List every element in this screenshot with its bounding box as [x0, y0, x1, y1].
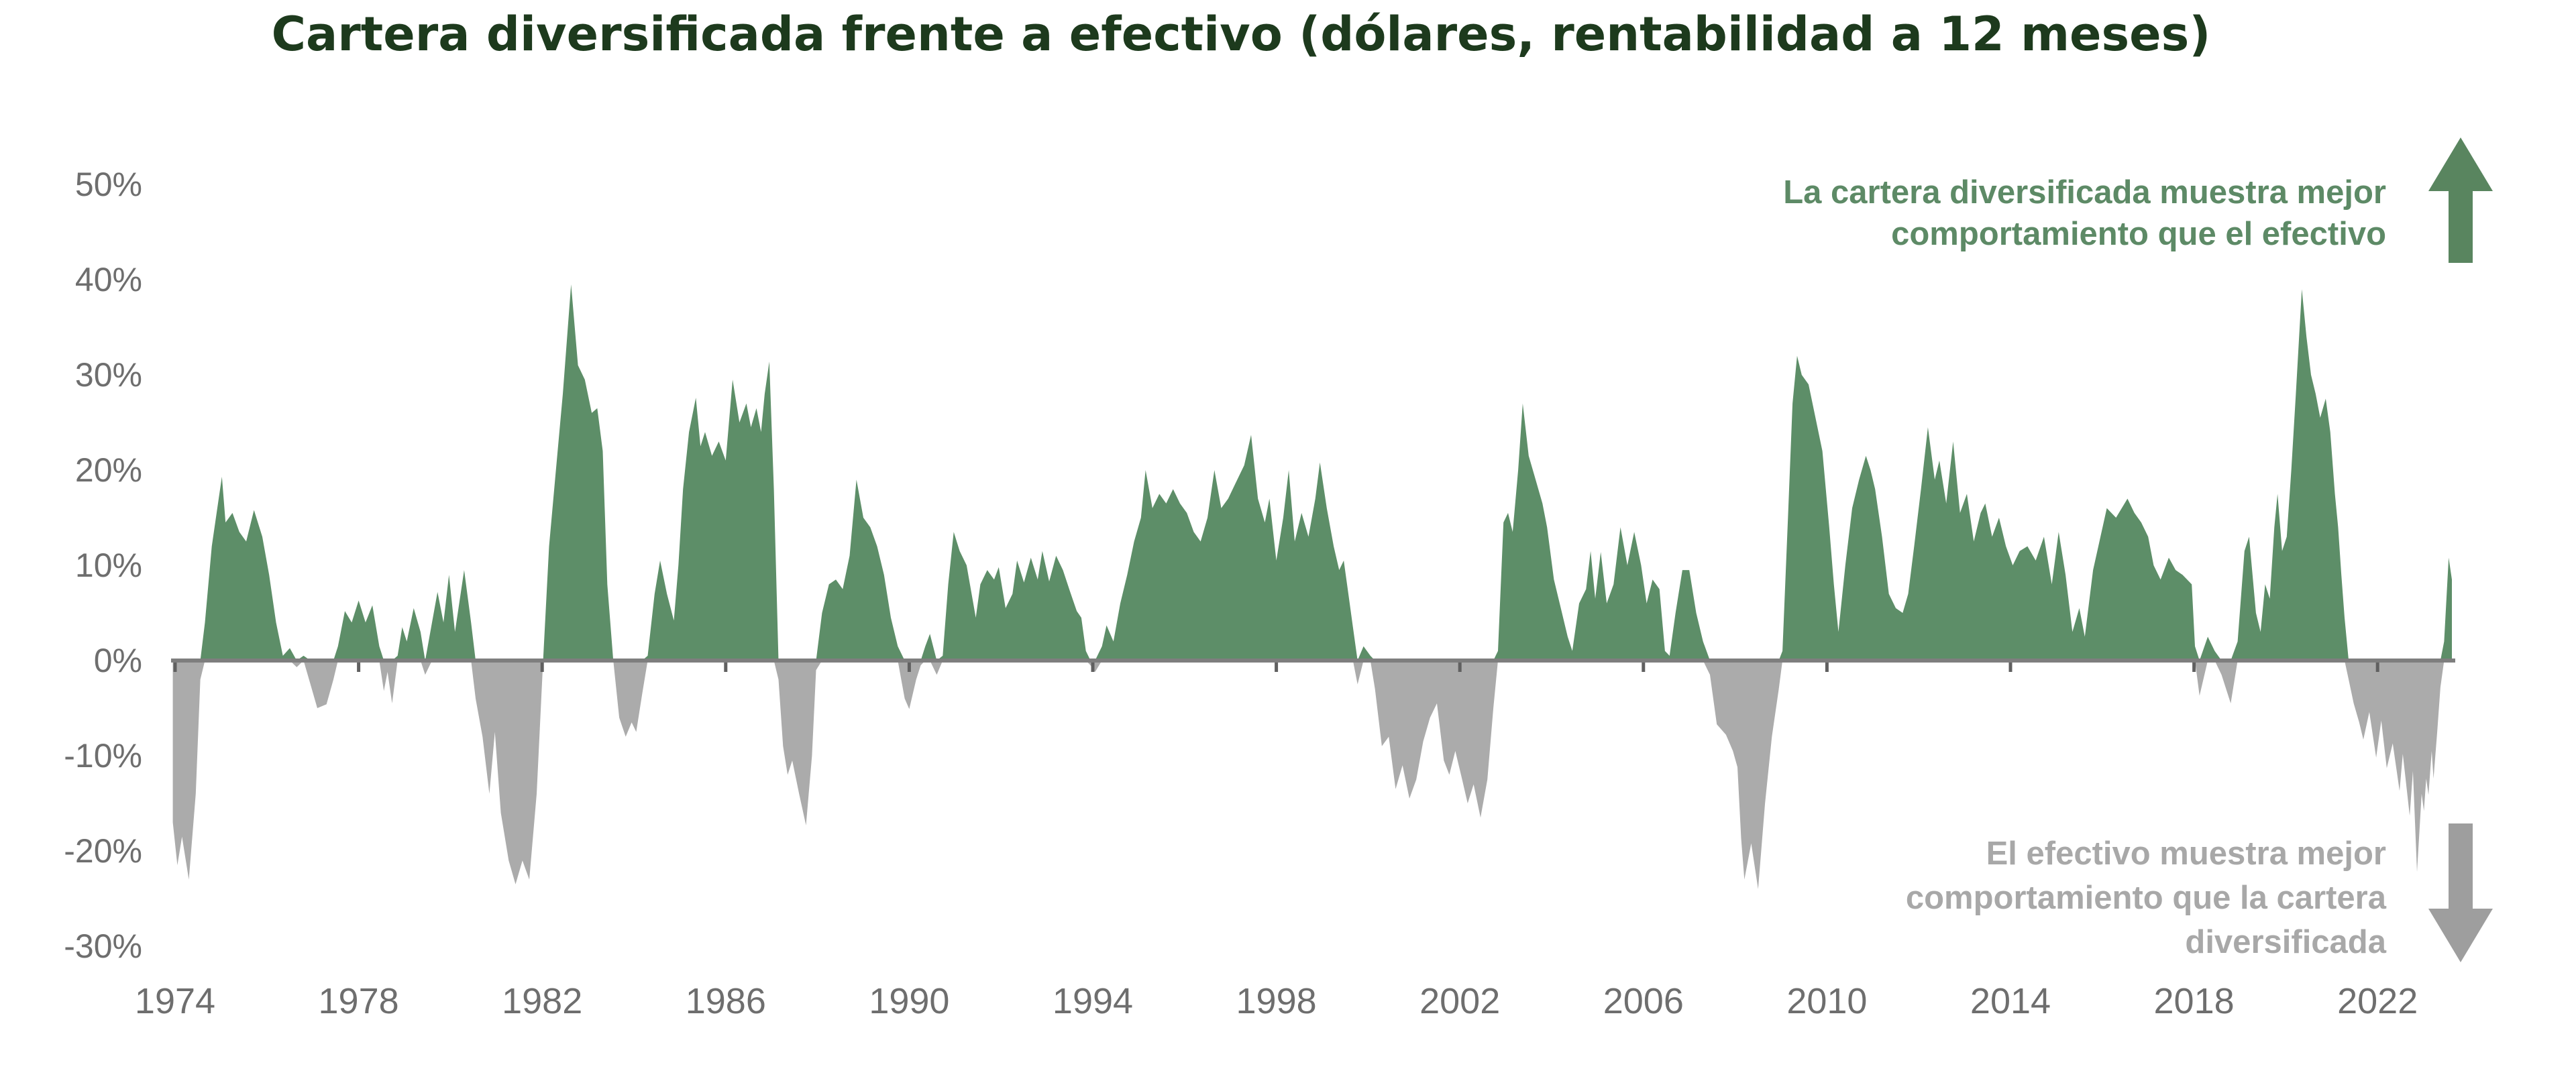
y-axis-label: -20% — [64, 832, 142, 870]
x-axis-label: 2018 — [2153, 981, 2235, 1021]
x-axis-tick — [1458, 663, 1462, 672]
y-axis-label: 10% — [74, 547, 142, 584]
annotation-positive-line-2: comportamiento que el efectivo — [1891, 216, 2386, 252]
annotation-positive-line-1: La cartera diversificada muestra mejor — [1783, 174, 2386, 211]
x-axis-label: 1990 — [869, 981, 950, 1021]
x-axis-tick — [540, 663, 544, 672]
y-axis-label: 50% — [74, 166, 142, 203]
up-arrow-icon — [2428, 137, 2493, 263]
zero-axis-line — [171, 659, 2455, 663]
x-axis-label: 2006 — [1603, 981, 1684, 1021]
annotation-cash-better: El efectivo muestra mejor comportamiento… — [1906, 832, 2386, 964]
x-axis-label: 1974 — [134, 981, 216, 1021]
x-axis-tick — [2192, 663, 2196, 672]
y-axis-label: -30% — [64, 927, 142, 965]
x-axis-label: 2010 — [1786, 981, 1868, 1021]
x-axis-ticks — [173, 663, 2379, 672]
y-axis-label: 20% — [74, 451, 142, 489]
annotation-negative-line-2: comportamiento que la cartera — [1905, 880, 2386, 916]
x-axis-tick — [173, 663, 177, 672]
x-axis-tick — [1091, 663, 1095, 672]
x-axis-tick — [1825, 663, 1829, 672]
x-axis-tick — [357, 663, 361, 672]
positive-area-series — [172, 284, 2452, 661]
x-axis-label: 2022 — [2337, 981, 2418, 1021]
x-axis-label: 1986 — [685, 981, 766, 1021]
down-arrow-icon — [2428, 823, 2493, 962]
x-axis-tick — [2375, 663, 2379, 672]
x-axis-tick — [724, 663, 728, 672]
x-axis-label: 2014 — [1970, 981, 2051, 1021]
x-axis-tick — [1642, 663, 1646, 672]
page-title: Cartera diversificada frente a efectivo … — [271, 7, 2211, 62]
y-axis-label: -10% — [64, 737, 142, 775]
x-axis-label: 1982 — [502, 981, 583, 1021]
x-axis-label: 1998 — [1236, 981, 1317, 1021]
y-axis-label: 0% — [93, 642, 142, 679]
annotation-negative-line-3: diversificada — [2185, 924, 2386, 960]
y-axis-label: 30% — [74, 356, 142, 394]
x-axis-tick — [907, 663, 911, 672]
x-axis-label: 1994 — [1052, 981, 1134, 1021]
annotation-portfolio-better: La cartera diversificada muestra mejor c… — [1783, 172, 2386, 255]
x-axis-label: 1978 — [318, 981, 399, 1021]
x-axis-tick — [1275, 663, 1279, 672]
x-axis-tick — [2008, 663, 2012, 672]
y-axis-label: 40% — [74, 261, 142, 298]
annotation-negative-line-1: El efectivo muestra mejor — [1986, 836, 2386, 872]
x-axis-label: 2002 — [1419, 981, 1501, 1021]
